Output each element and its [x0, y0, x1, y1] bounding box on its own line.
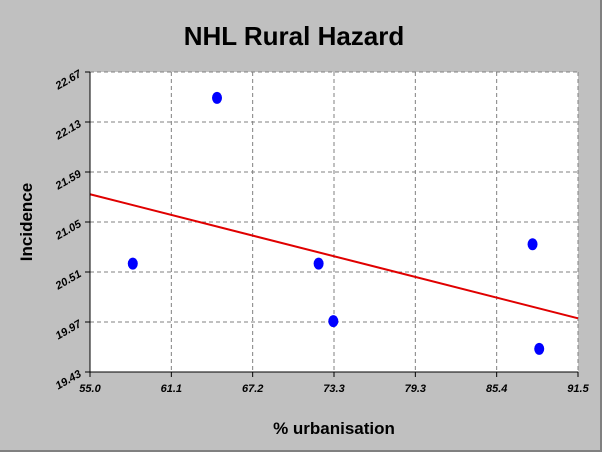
y-tick-label: 21.05: [53, 218, 84, 243]
grid: [90, 71, 579, 372]
x-tick-label: 73.3: [323, 383, 344, 395]
x-tick-label: 91.5: [567, 383, 589, 395]
y-tick-label: 22.13: [53, 118, 84, 143]
x-tick-label: 55.0: [79, 383, 101, 395]
data-point: [127, 257, 138, 270]
data-points: [127, 91, 545, 355]
x-tick-label: 61.1: [161, 383, 182, 395]
x-axis-label: % urbanisation: [273, 419, 395, 438]
trend-line-layer: [89, 193, 579, 320]
y-tick-label: 19.97: [54, 318, 85, 343]
y-tick-label: 21.59: [53, 168, 84, 193]
x-tick-label: 85.4: [486, 383, 507, 395]
x-tick-label: 79.3: [405, 383, 426, 395]
y-tick-label: 20.51: [53, 268, 84, 293]
x-axis-ticks: 55.0 61.1 67.2 73.3 79.3 85.4 91.5: [79, 372, 590, 395]
y-axis-label: Incidence: [17, 183, 36, 261]
data-point: [527, 238, 538, 251]
data-point: [534, 342, 545, 355]
data-point: [328, 315, 339, 328]
trend-line: [89, 193, 579, 320]
chart-title: NHL Rural Hazard: [184, 21, 405, 51]
y-tick-label: 22.67: [53, 68, 84, 93]
data-point: [212, 91, 223, 104]
data-point: [313, 257, 324, 270]
x-tick-label: 67.2: [242, 383, 263, 395]
